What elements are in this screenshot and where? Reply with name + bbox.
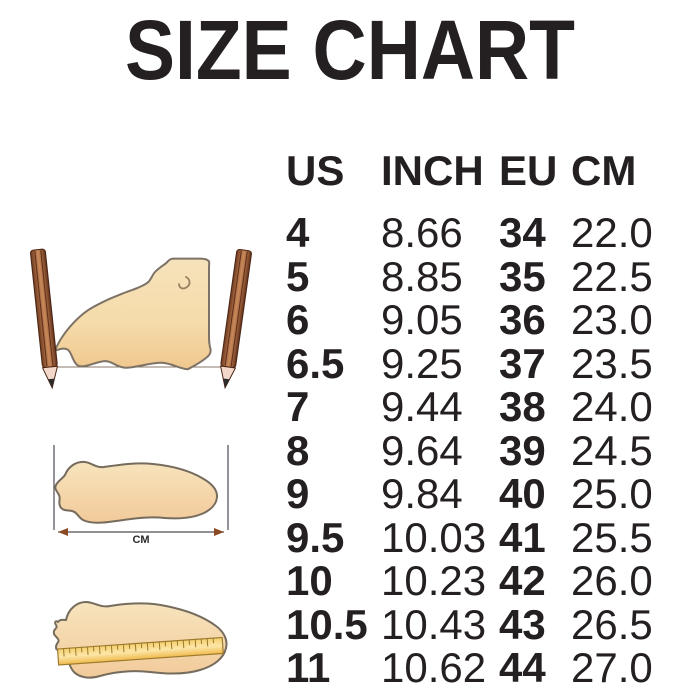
svg-text:CM: CM (132, 534, 149, 545)
